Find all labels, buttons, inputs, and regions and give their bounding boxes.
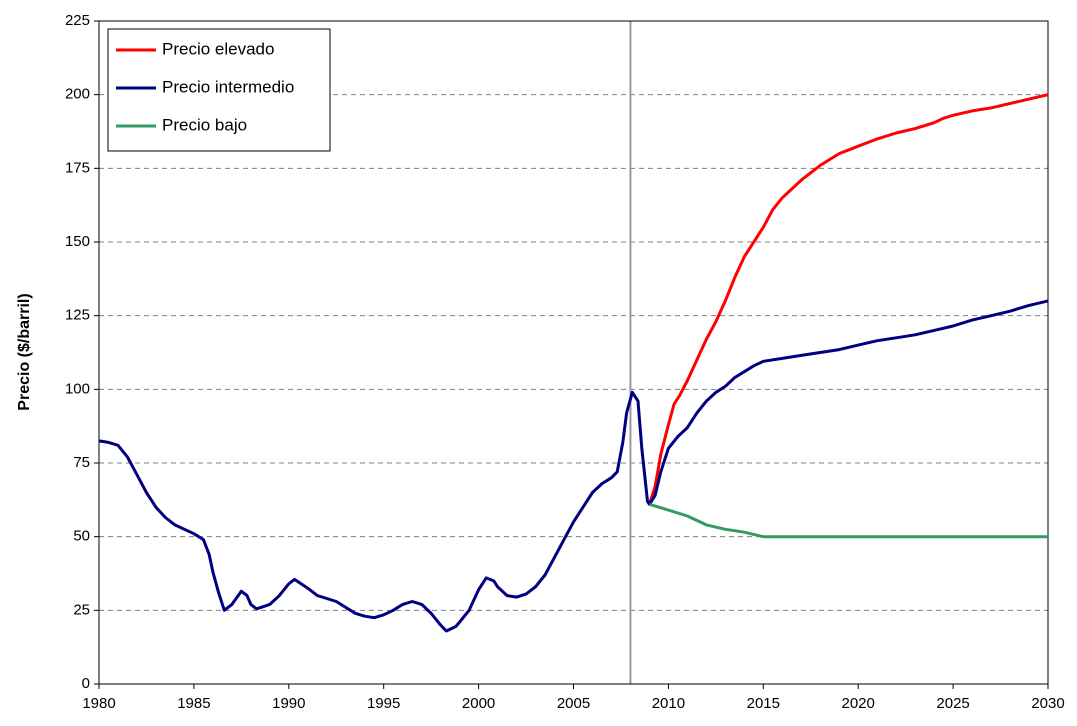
y-tick-label: 125 (65, 307, 90, 324)
plot-border (98, 20, 1049, 685)
x-tick-label: 1985 (177, 695, 210, 712)
x-tick-label: 2025 (936, 695, 969, 712)
x-tick-label: 2015 (747, 695, 780, 712)
legend-label: Precio intermedio (162, 77, 294, 96)
y-tick-label: 0 (82, 675, 90, 692)
x-tick-label: 2010 (652, 695, 685, 712)
series-line (648, 502, 1048, 539)
legend-label: Precio bajo (162, 115, 247, 134)
y-tick-label: 50 (73, 528, 90, 545)
x-tick-label: 1995 (367, 695, 400, 712)
y-tick-label: 25 (73, 601, 90, 618)
x-tick-label: 1990 (272, 695, 305, 712)
y-tick-label: 200 (65, 86, 90, 103)
x-tick-label: 2030 (1031, 695, 1064, 712)
x-tick-label: 2005 (557, 695, 590, 712)
y-tick-label: 75 (73, 454, 90, 471)
y-tick-label: 150 (65, 233, 90, 250)
y-tick-label: 225 (65, 12, 90, 29)
y-tick-label: 175 (65, 159, 90, 176)
y-axis-label: Precio ($/barril) (16, 293, 33, 410)
x-tick-label: 2020 (842, 695, 875, 712)
series-line (647, 93, 1049, 505)
series-line (98, 299, 1049, 633)
x-tick-label: 2000 (462, 695, 495, 712)
y-tick-label: 100 (65, 380, 90, 397)
x-tick-label: 1980 (82, 695, 115, 712)
legend-label: Precio elevado (162, 39, 274, 58)
